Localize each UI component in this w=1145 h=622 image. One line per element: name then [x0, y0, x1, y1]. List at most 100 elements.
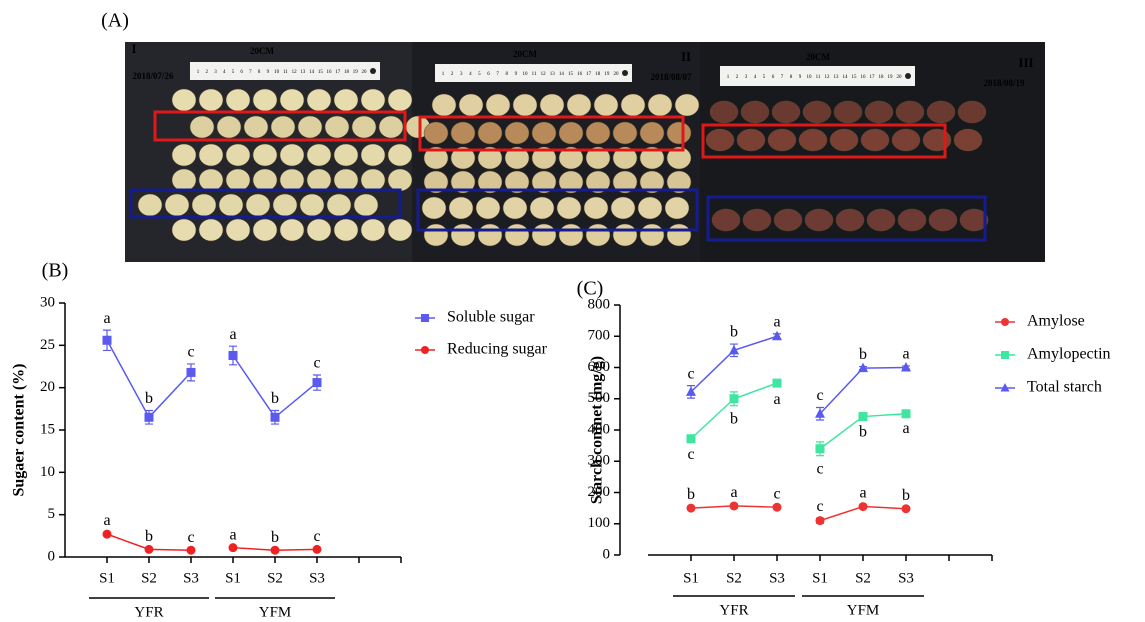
panel-label: (A): [101, 10, 129, 32]
significance-letter: b: [145, 390, 153, 407]
ruler-number: 16: [861, 75, 867, 80]
ruler-number: 11: [283, 70, 288, 75]
marker: [859, 412, 868, 421]
chestnut: [737, 129, 765, 151]
legend-label: Soluble sugar: [447, 309, 535, 326]
marker: [229, 351, 238, 360]
chestnut: [327, 194, 351, 216]
chestnut: [834, 101, 862, 123]
marker: [103, 336, 112, 345]
chestnut: [557, 197, 581, 219]
marker: [103, 530, 112, 539]
chestnut: [253, 169, 277, 191]
chestnut: [621, 94, 645, 116]
chestnut: [388, 89, 412, 111]
ruler-hole: [370, 68, 376, 74]
marker: [313, 545, 322, 554]
chestnut: [165, 194, 189, 216]
y-tick-label: 500: [588, 390, 611, 406]
chestnut: [867, 209, 895, 231]
significance-letter: c: [773, 485, 780, 502]
ruler-label: 20CM: [806, 52, 830, 62]
chestnut: [505, 224, 529, 246]
marker: [145, 545, 154, 554]
chestnut: [559, 122, 583, 144]
chestnut: [478, 224, 502, 246]
chestnut: [190, 116, 214, 138]
ruler-hole: [622, 70, 628, 76]
chestnut: [741, 101, 769, 123]
ruler-number: 15: [852, 75, 858, 80]
marker: [816, 444, 825, 453]
chestnut: [432, 94, 456, 116]
chestnut: [505, 122, 529, 144]
chestnut: [138, 194, 162, 216]
chestnut: [388, 169, 412, 191]
chestnut: [613, 224, 637, 246]
significance-letter: b: [730, 410, 738, 427]
chestnut: [361, 89, 385, 111]
y-tick-label: 700: [588, 328, 611, 344]
chestnut: [451, 122, 475, 144]
chestnut: [226, 219, 250, 241]
marker: [859, 502, 868, 511]
significance-letter: a: [902, 346, 909, 363]
x-tick-label: S3: [769, 570, 785, 586]
chestnut: [774, 209, 802, 231]
ruler-label: 20CM: [513, 49, 537, 59]
chestnut: [648, 94, 672, 116]
chestnut: [611, 197, 635, 219]
chestnut: [640, 224, 664, 246]
ruler-number: 12: [541, 72, 547, 77]
group-label: YFR: [719, 602, 748, 618]
ruler-number: 13: [834, 75, 840, 80]
chestnut: [667, 122, 691, 144]
marker: [145, 413, 154, 422]
chestnut: [861, 129, 889, 151]
chestnut: [449, 197, 473, 219]
chestnut: [361, 144, 385, 166]
chestnut: [226, 144, 250, 166]
significance-letter: c: [187, 344, 194, 361]
chestnut: [422, 197, 446, 219]
y-tick-label: 600: [588, 359, 611, 375]
chestnut: [388, 219, 412, 241]
legend-marker: [1001, 351, 1009, 359]
significance-letter: b: [730, 324, 738, 341]
significance-letter: b: [902, 487, 910, 504]
marker: [730, 394, 739, 403]
x-tick-label: S2: [141, 570, 157, 586]
chestnut: [307, 89, 331, 111]
chestnut: [379, 116, 403, 138]
chestnut: [799, 129, 827, 151]
chestnut: [486, 94, 510, 116]
x-tick-label: S2: [855, 570, 871, 586]
y-tick-label: 800: [588, 296, 611, 312]
marker: [730, 501, 739, 510]
x-tick-label: S2: [267, 570, 283, 586]
chestnut: [219, 194, 243, 216]
x-tick-label: S2: [726, 570, 742, 586]
chestnut: [958, 101, 986, 123]
significance-letter: a: [229, 527, 236, 544]
chestnut: [898, 209, 926, 231]
ruler-number: 18: [879, 75, 885, 80]
ruler-number: 14: [843, 75, 849, 80]
legend-marker: [421, 314, 429, 322]
chestnut: [354, 194, 378, 216]
legend-label: Total starch: [1027, 379, 1102, 396]
ruler-number: 17: [335, 70, 341, 75]
marker: [187, 368, 196, 377]
x-tick-label: S3: [898, 570, 914, 586]
y-tick-label: 200: [588, 484, 611, 500]
chestnut: [352, 116, 376, 138]
ruler-number: 11: [816, 75, 821, 80]
y-tick-label: 5: [48, 506, 56, 522]
ruler-number: 12: [825, 75, 831, 80]
chestnut: [280, 169, 304, 191]
significance-letter: b: [859, 424, 867, 441]
chestnut: [280, 144, 304, 166]
ruler-number: 18: [595, 72, 601, 77]
significance-letter: a: [773, 313, 780, 330]
chestnut: [199, 144, 223, 166]
